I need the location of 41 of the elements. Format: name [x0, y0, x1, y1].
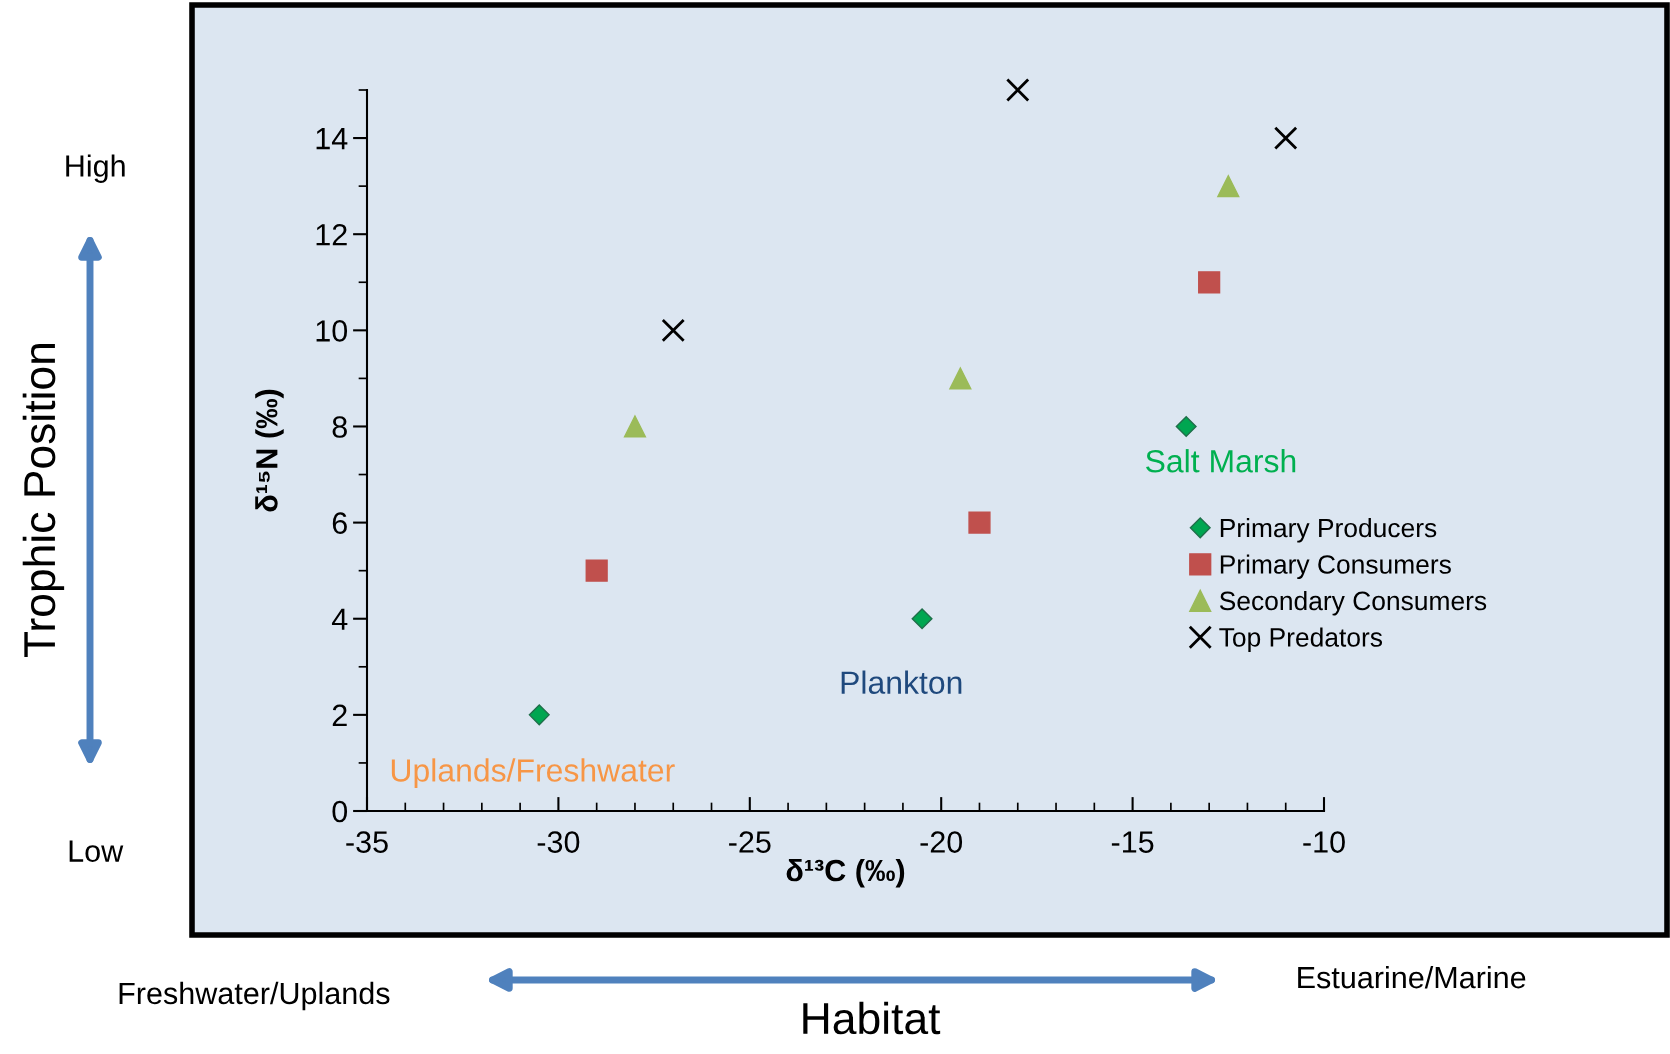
point [968, 511, 991, 534]
text: Habitat [803, 1001, 941, 1035]
point [1005, 78, 1030, 102]
y-tick-label: 10 [316, 320, 348, 342]
legend-label: Secondary Consumers [1219, 590, 1487, 616]
point [623, 415, 647, 438]
x-tick-label: -20 [920, 831, 963, 853]
annotation: Salt Marsh [1146, 449, 1296, 473]
x-tick-label: -15 [1111, 831, 1154, 853]
y-tick-label: 12 [316, 223, 347, 246]
x-tick-label: -25 [729, 831, 771, 853]
text: Low [69, 840, 124, 862]
text: Estuarine/Marine [1298, 965, 1526, 989]
y-tick-label: 0 [332, 800, 348, 823]
x-tick-label: -30 [537, 831, 580, 853]
text: High [66, 154, 125, 183]
point [528, 704, 550, 726]
text: Freshwater/Uplands [119, 981, 390, 1011]
y-axis-title: δ¹⁵N (‰) [255, 389, 284, 512]
annotation: Uplands/Freshwater [391, 758, 675, 789]
y-tick-label: 6 [332, 512, 347, 534]
y-tick-label: 14 [316, 128, 348, 150]
point [1273, 126, 1298, 150]
legend-label: Primary Consumers [1220, 554, 1451, 580]
x-tick-label: -35 [346, 831, 388, 853]
text: Trophic Position [22, 343, 65, 658]
point [585, 559, 608, 582]
x-tick-label: -10 [1303, 831, 1345, 853]
point [1217, 175, 1240, 198]
point [949, 367, 972, 390]
y-tick-label: 4 [331, 608, 348, 630]
point [1198, 271, 1221, 294]
legend-label: Top Predators [1219, 627, 1383, 652]
point [911, 608, 933, 630]
x-axis-title: δ¹³C (‰) [786, 858, 905, 888]
annotation: Plankton [841, 670, 962, 694]
y-tick-label: 2 [332, 704, 347, 726]
point [661, 318, 686, 343]
point [1175, 415, 1197, 437]
y-tick-label: 8 [332, 416, 347, 438]
legend-label: Primary Producers [1220, 517, 1437, 543]
